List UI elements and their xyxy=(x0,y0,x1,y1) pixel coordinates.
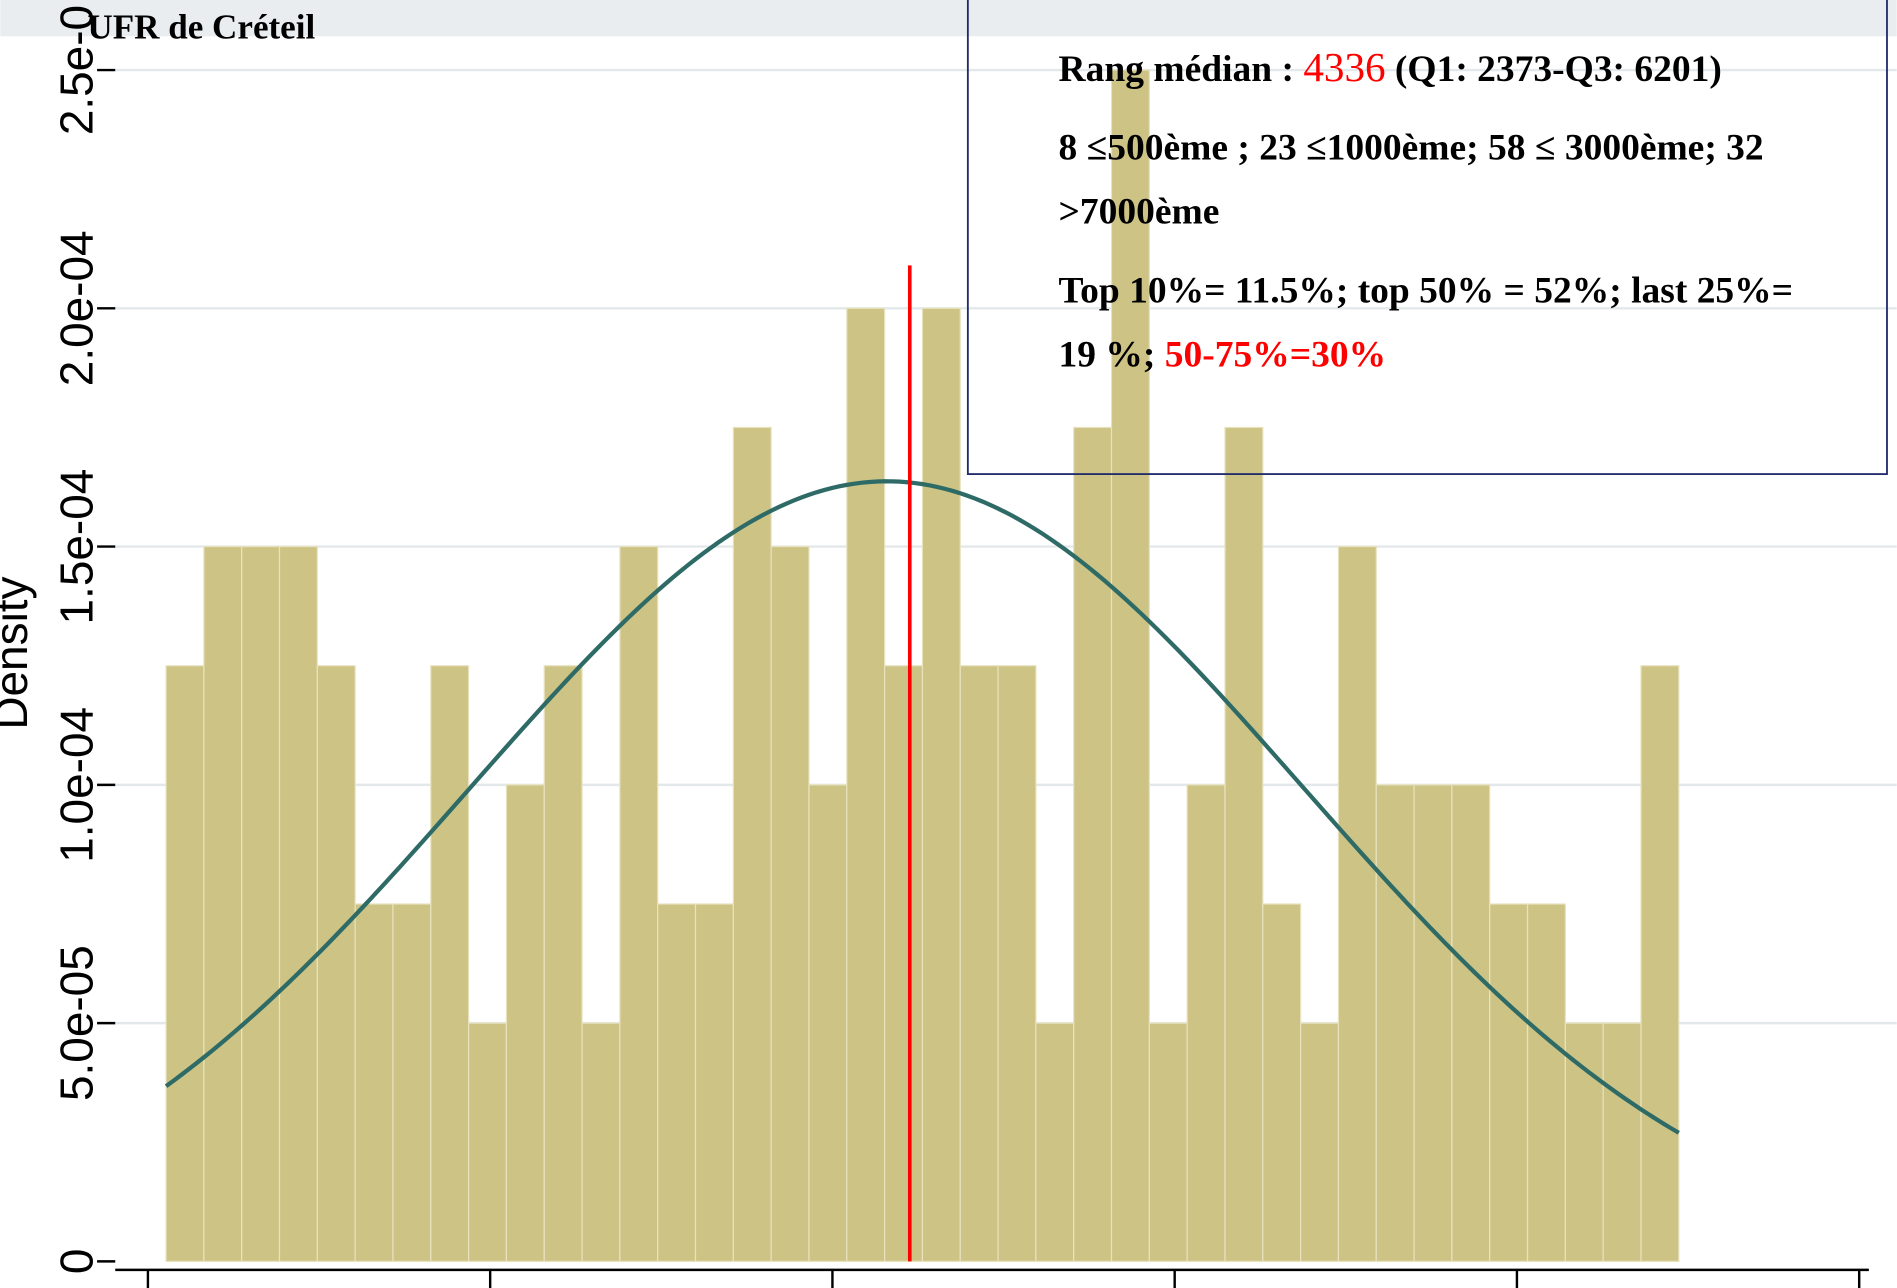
note-text: Rang médian : xyxy=(1058,47,1294,90)
bar xyxy=(921,307,961,1262)
bar xyxy=(1375,784,1415,1262)
bar xyxy=(732,426,772,1262)
bullet: Top 10%= 11.5%; top 50% = 52%; last 25%=… xyxy=(1059,258,1833,386)
bar xyxy=(241,545,281,1262)
note-value: 4336 xyxy=(1303,45,1386,91)
bar xyxy=(354,903,394,1262)
bar xyxy=(959,665,999,1262)
note-text: (Q1: 2373-Q3: 6201) xyxy=(1394,47,1722,90)
bar xyxy=(770,545,810,1262)
bar xyxy=(1489,903,1529,1262)
bar xyxy=(1300,1022,1340,1262)
note-highlight: 50-75%=30% xyxy=(1164,332,1387,375)
bar xyxy=(694,903,734,1262)
bar xyxy=(1148,1022,1188,1262)
bar xyxy=(997,665,1037,1262)
bar xyxy=(1526,903,1566,1262)
y-tick-label: 1.0e-04 xyxy=(50,707,102,863)
bar xyxy=(1640,665,1680,1262)
y-tick-label: 2.0e-04 xyxy=(50,230,102,386)
bars xyxy=(165,69,1680,1262)
chart-title: UFR de Créteil xyxy=(87,8,315,47)
bar xyxy=(1451,784,1491,1262)
bar xyxy=(392,903,432,1262)
bar xyxy=(884,665,924,1262)
bar xyxy=(846,307,886,1262)
note-box xyxy=(966,0,1888,475)
bar xyxy=(468,1022,508,1262)
bar xyxy=(581,1022,621,1262)
y-tick-label: 5.0e-05 xyxy=(50,945,102,1101)
bar xyxy=(1262,903,1302,1262)
bar xyxy=(1035,1022,1075,1262)
bullet: 8 ≤500ème ; 23 ≤1000ème; 58 ≤ 3000ème; 3… xyxy=(1059,115,1833,243)
notes: Rang médian : 4336 (Q1: 2373-Q3: 6201) 8… xyxy=(1059,36,1833,386)
overlays xyxy=(164,265,1680,1262)
bar xyxy=(505,784,545,1262)
bar xyxy=(430,665,470,1262)
bar xyxy=(316,665,356,1262)
note-text: 8 ≤500ème ; 23 ≤1000ème; 58 ≤ 3000ème; 3… xyxy=(1058,125,1764,233)
bullet: Rang médian : 4336 (Q1: 2373-Q3: 6201) xyxy=(1059,36,1833,100)
bar xyxy=(1602,1022,1642,1262)
bar xyxy=(278,545,318,1262)
y-tick-label: 0 xyxy=(50,1249,102,1275)
bar xyxy=(165,665,205,1262)
y-tick-label: 2.5e-0 xyxy=(50,5,102,135)
bar xyxy=(1413,784,1453,1262)
normal-curve xyxy=(164,479,1680,1135)
note-text: Top 10%= 11.5%; top 50% = 52%; last 25%=… xyxy=(1058,268,1794,375)
bar xyxy=(657,903,697,1262)
bar xyxy=(808,784,848,1262)
y-tick-label: 1.5e-04 xyxy=(50,469,102,625)
note-area: Rang médian : 4336 (Q1: 2373-Q3: 6201) 8… xyxy=(1059,36,1833,386)
bar xyxy=(1186,784,1226,1262)
top-band xyxy=(0,0,1897,37)
bar xyxy=(1337,545,1377,1262)
bar xyxy=(619,545,659,1262)
bar xyxy=(1224,426,1264,1262)
bar xyxy=(1073,426,1113,1262)
y-axis-title: Density xyxy=(0,576,37,729)
bar xyxy=(1564,1022,1604,1262)
bar xyxy=(203,545,243,1262)
bar xyxy=(1110,69,1150,1262)
bar xyxy=(543,665,583,1262)
